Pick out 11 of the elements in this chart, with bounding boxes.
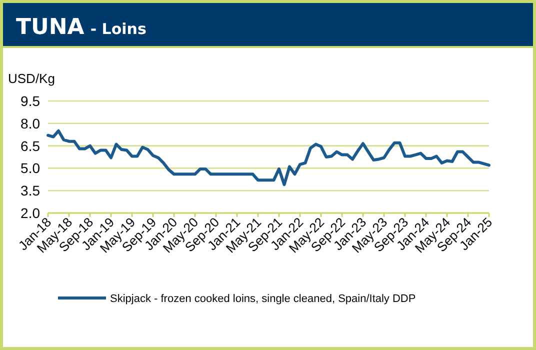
y-axis-title: USD/Kg bbox=[8, 71, 55, 86]
chart-title: TUNA bbox=[16, 15, 84, 40]
line-series bbox=[46, 129, 490, 186]
y-tick-label: 2.0 bbox=[20, 205, 40, 221]
y-tick-label: 8.0 bbox=[20, 115, 40, 132]
y-tick-label: 3.5 bbox=[20, 182, 40, 199]
legend-label: Skipjack - frozen cooked loins, single cleaned, Spain/Italy DDP bbox=[110, 293, 416, 305]
y-tick-label: 6.5 bbox=[20, 138, 40, 154]
y-tick-label: 9.5 bbox=[20, 93, 40, 109]
y-tick-label: 5.0 bbox=[20, 160, 40, 176]
chart-subtitle: - Loins bbox=[90, 20, 146, 38]
